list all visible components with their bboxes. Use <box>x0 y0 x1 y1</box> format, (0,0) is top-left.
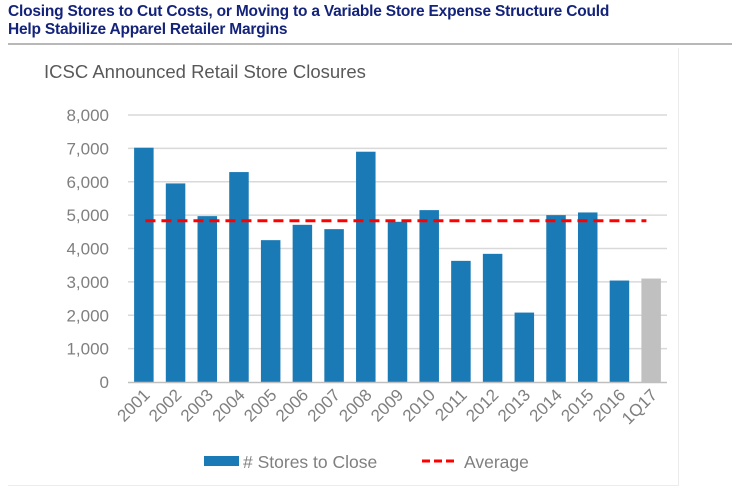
y-tick-label: 8,000 <box>66 106 109 125</box>
bar-2002 <box>165 183 186 382</box>
bar-2012 <box>482 253 503 382</box>
bar-1Q17 <box>641 278 661 382</box>
x-tick-label: 2012 <box>462 385 502 425</box>
bar-2009 <box>387 221 408 382</box>
y-tick-label: 0 <box>100 373 109 392</box>
bar-2006 <box>292 224 313 382</box>
legend-label-stores: # Stores to Close <box>243 452 377 472</box>
x-tick-label: 2009 <box>367 385 407 425</box>
bar-2015 <box>577 212 598 382</box>
x-tick-label: 2014 <box>526 385 566 425</box>
x-axis-tick-labels: 2001200220032004200520062007200820092010… <box>113 385 660 428</box>
y-tick-label: 4,000 <box>66 240 109 259</box>
y-tick-label: 1,000 <box>66 340 109 359</box>
header-divider <box>8 43 732 45</box>
y-tick-label: 6,000 <box>66 173 109 192</box>
x-tick-label: 2002 <box>145 385 185 425</box>
bar-2003 <box>197 216 218 382</box>
x-tick-label: 2004 <box>209 385 249 425</box>
bar-2010 <box>419 210 439 382</box>
bar-2007 <box>324 229 344 382</box>
x-tick-label: 2005 <box>240 385 280 425</box>
legend-swatch-stores <box>204 456 239 466</box>
legend-label-average: Average <box>464 452 529 472</box>
bar-2016 <box>609 280 630 382</box>
header-title-line-2: Help Stabilize Apparel Retailer Margins <box>8 21 288 38</box>
x-tick-label: 2011 <box>431 385 470 424</box>
chart-title: ICSC Announced Retail Store Closures <box>44 61 366 82</box>
x-tick-label: 2007 <box>304 385 344 425</box>
x-tick-label: 2003 <box>177 385 217 425</box>
y-tick-label: 5,000 <box>66 206 109 225</box>
y-axis-tick-labels: 0 1,000 2,000 3,000 4,000 5,000 6,000 7,000 8,00… <box>66 106 109 392</box>
x-tick-label: 2013 <box>494 385 534 425</box>
bar-2004 <box>229 172 249 382</box>
bar-2005 <box>260 240 281 382</box>
x-tick-label: 2015 <box>557 385 597 425</box>
bar-2013 <box>514 312 535 382</box>
x-tick-label: 2006 <box>272 385 312 425</box>
bar-2001 <box>134 147 154 382</box>
y-tick-label: 2,000 <box>66 306 109 325</box>
y-tick-label: 7,000 <box>66 139 109 158</box>
x-tick-label: 2008 <box>335 385 375 425</box>
x-tick-label: 2010 <box>399 385 439 425</box>
x-tick-label: 1Q17 <box>618 385 661 428</box>
legend: # Stores to Close Average <box>204 452 529 472</box>
bars <box>134 147 661 382</box>
bar-2008 <box>356 151 376 382</box>
header-title: Closing Stores to Cut Costs, or Moving t… <box>8 3 732 39</box>
y-tick-label: 3,000 <box>66 273 109 292</box>
bar-2011 <box>451 260 471 382</box>
header-title-line-1: Closing Stores to Cut Costs, or Moving t… <box>8 3 610 20</box>
bar-2014 <box>546 215 566 382</box>
x-tick-label: 2001 <box>113 385 153 425</box>
